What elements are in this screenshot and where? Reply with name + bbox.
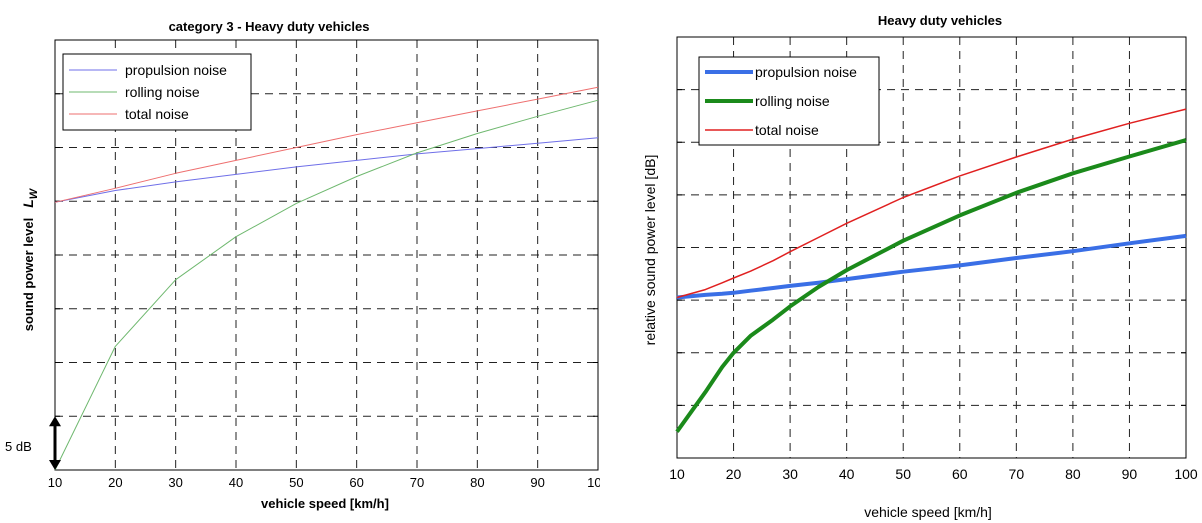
series-line-propulsion-noise [54, 137, 599, 203]
series-line-rolling-noise [675, 138, 1187, 433]
x-tick-label: 40 [839, 466, 855, 482]
y-axis-label-text: sound power level [21, 218, 36, 331]
arrow-down-icon [49, 460, 61, 470]
x-tick-label: 20 [108, 475, 122, 490]
legend-label: total noise [125, 106, 189, 122]
x-tick-label: 30 [168, 475, 182, 490]
scale-marker [49, 416, 61, 470]
x-tick-label: 60 [349, 475, 363, 490]
y-axis-label: relative sound power level [dB] [642, 155, 658, 346]
x-tick-label: 10 [48, 475, 62, 490]
x-tick-label: 10 [669, 466, 685, 482]
x-tick-label: 70 [1009, 466, 1025, 482]
x-tick-label: 60 [952, 466, 968, 482]
x-tick-label: 20 [726, 466, 742, 482]
legend: propulsion noise rolling noise total noise [62, 53, 252, 131]
chart-title: Heavy duty vehicles [878, 13, 1002, 28]
series-line-rolling-noise [54, 99, 599, 471]
series-line-propulsion-noise [676, 233, 1187, 300]
chart-title: category 3 - Heavy duty vehicles [169, 19, 370, 34]
legend-label: propulsion noise [755, 64, 857, 80]
x-axis-label: vehicle speed [km/h] [261, 496, 389, 511]
x-tick-label: 100 [1174, 466, 1198, 482]
plot-frame [54, 39, 599, 471]
x-tick-label: 40 [229, 475, 243, 490]
grid [676, 36, 1187, 459]
scale-marker-label: 5 dB [5, 439, 32, 454]
y-axis-label: sound power level LW [20, 187, 40, 331]
legend-label: rolling noise [755, 93, 830, 109]
chart-right: Heavy duty vehicles relative sound power… [642, 13, 1198, 520]
legend-label: total noise [755, 122, 819, 138]
x-tick-label: 70 [410, 475, 424, 490]
y-axis-subscript: W [28, 187, 40, 199]
x-tick-label: 50 [895, 466, 911, 482]
series-line-total-noise [54, 86, 599, 203]
x-tick-label: 100 [587, 475, 600, 490]
legend-label: propulsion noise [125, 62, 227, 78]
legend-label: rolling noise [125, 84, 200, 100]
x-tick-label: 90 [530, 475, 544, 490]
series-line-total-noise [676, 108, 1187, 299]
x-axis-label: vehicle speed [km/h] [864, 504, 992, 520]
x-tick-label: 80 [1065, 466, 1081, 482]
plot-frame [676, 36, 1187, 459]
arrow-up-icon [49, 416, 61, 427]
y-axis-symbol: L [20, 199, 36, 208]
x-tick-label: 90 [1122, 466, 1138, 482]
x-tick-label: 80 [470, 475, 484, 490]
chart-left: category 3 - Heavy duty vehicles sound p… [5, 19, 600, 511]
legend: propulsion noise rolling noise total noise [698, 56, 880, 146]
x-tick-label: 50 [289, 475, 303, 490]
x-tick-label: 30 [782, 466, 798, 482]
